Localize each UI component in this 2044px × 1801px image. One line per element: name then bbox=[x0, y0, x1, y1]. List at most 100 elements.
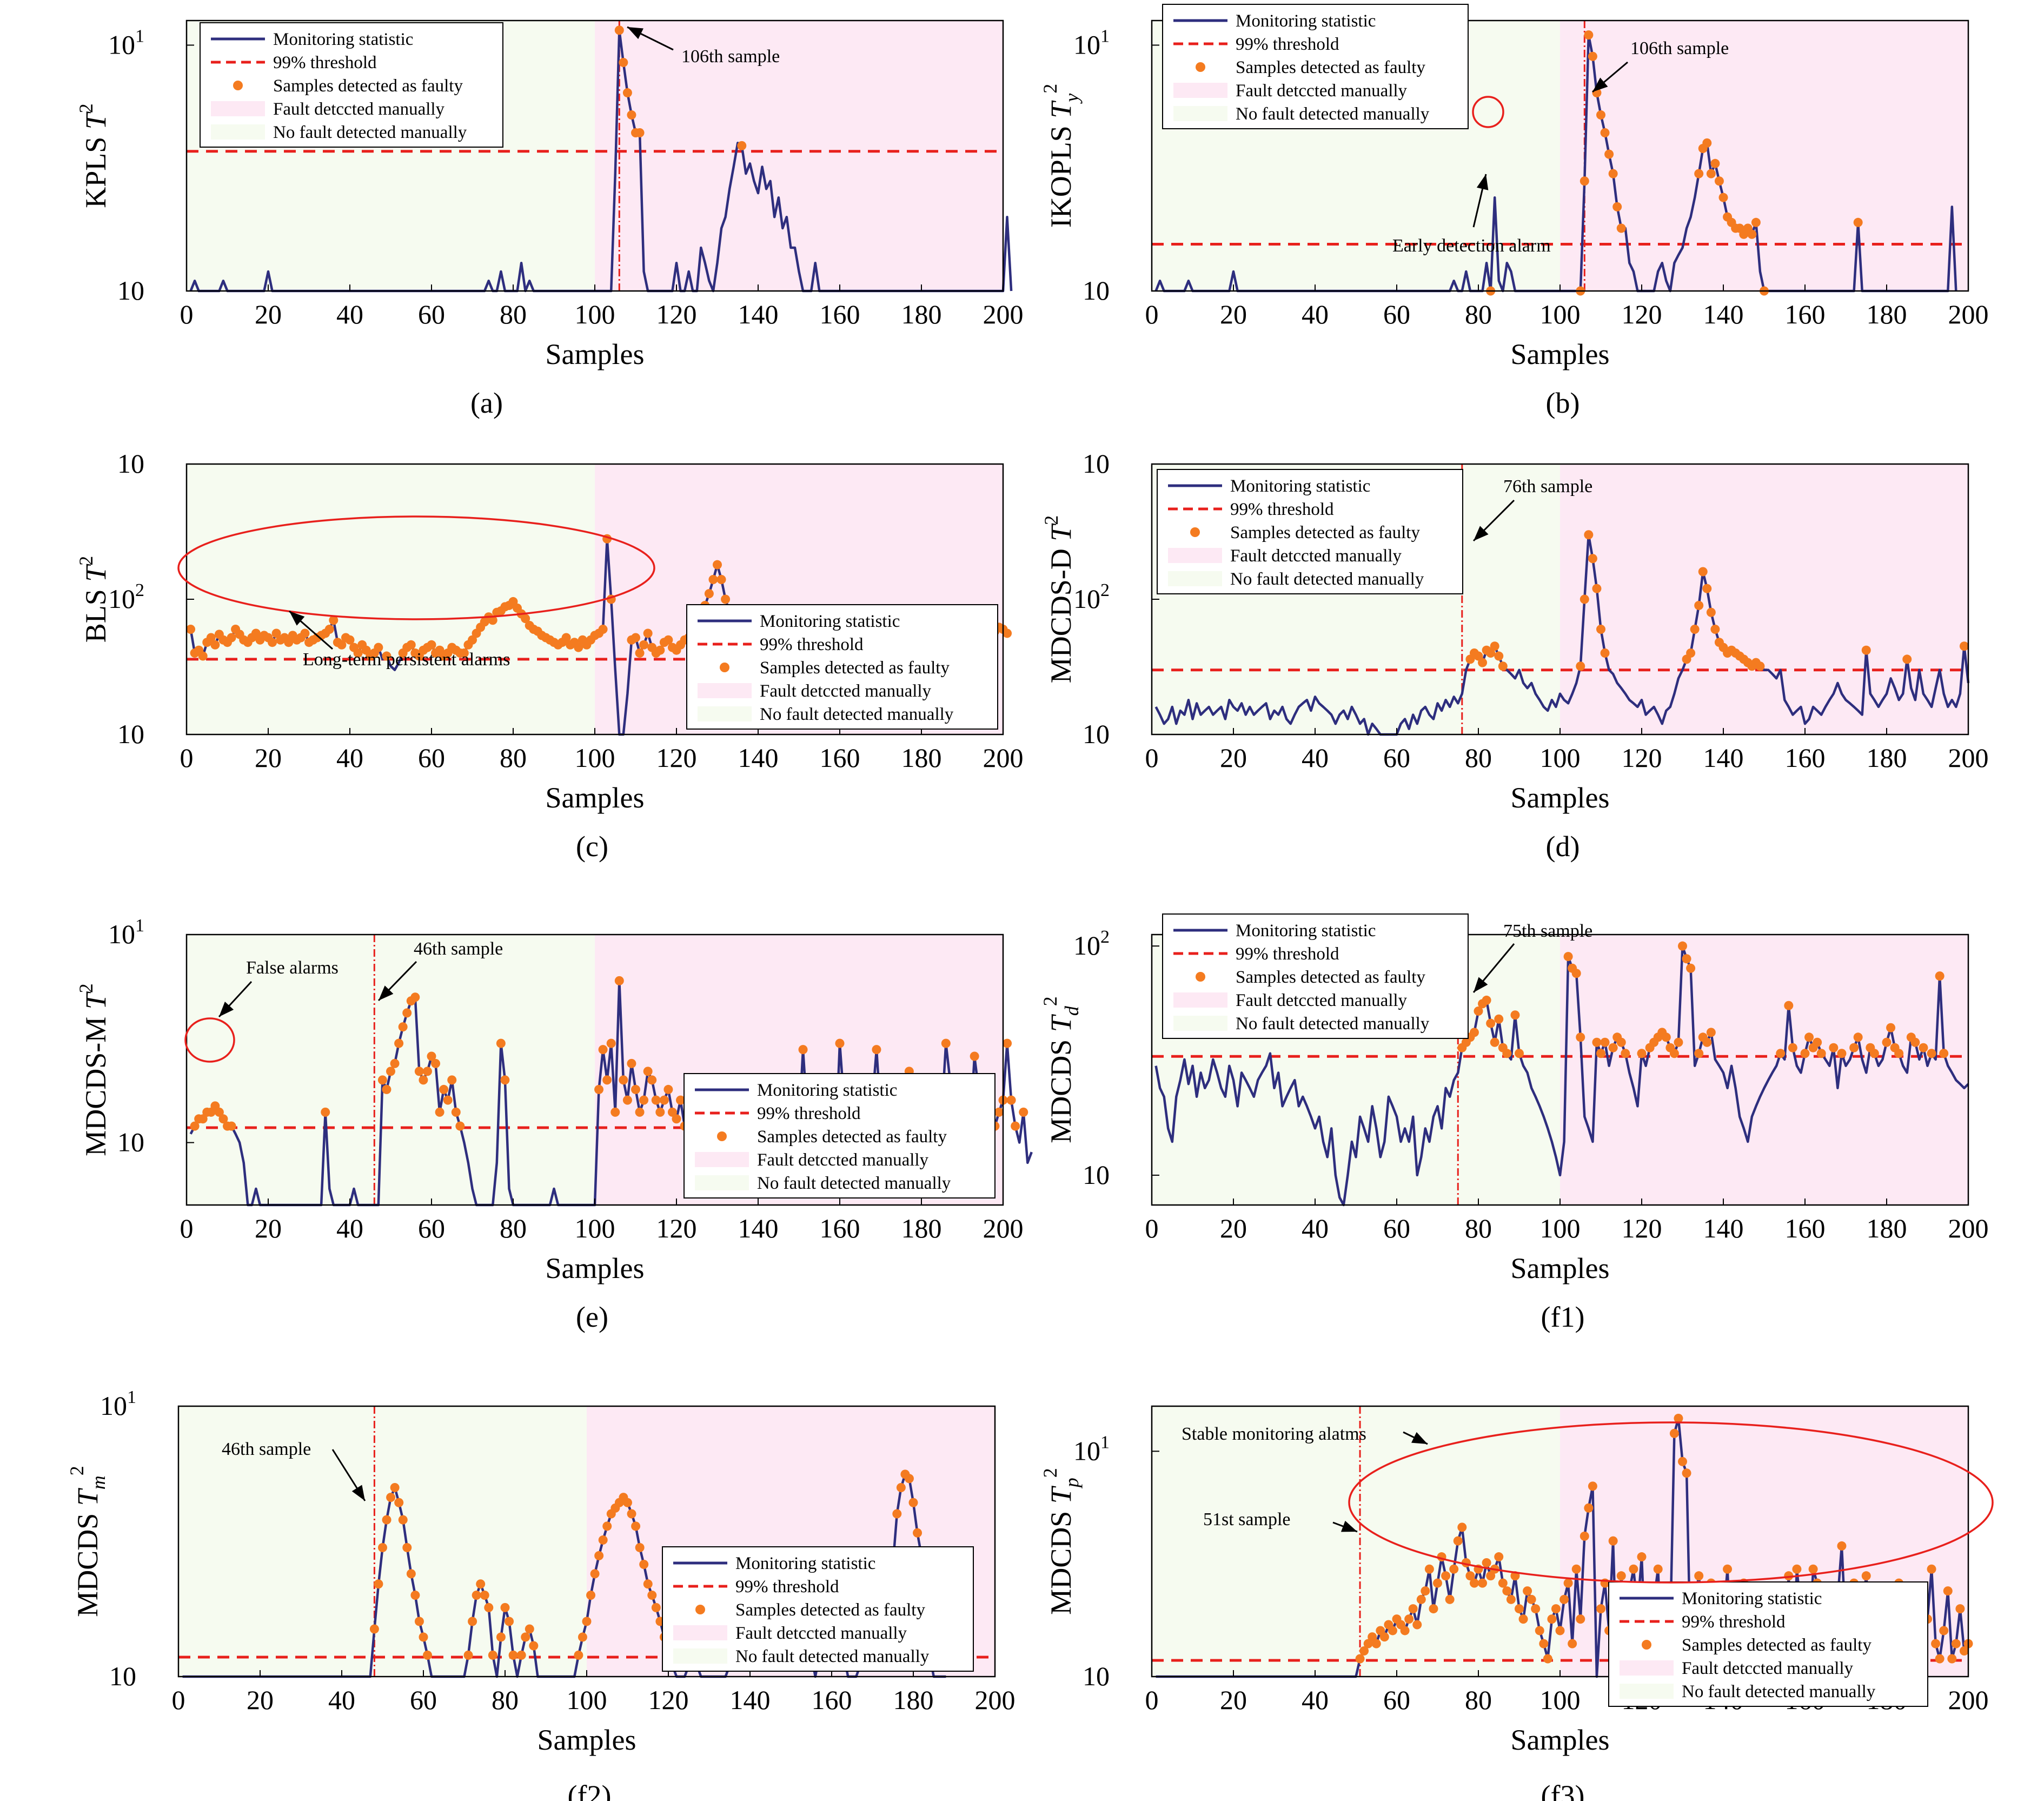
faulty-point bbox=[598, 1045, 608, 1055]
faulty-point bbox=[619, 1075, 628, 1085]
faulty-point bbox=[521, 614, 530, 624]
faulty-point bbox=[1498, 1578, 1508, 1588]
faulty-point bbox=[251, 628, 261, 638]
panel-caption: (c) bbox=[576, 830, 608, 863]
faulty-point bbox=[500, 1075, 510, 1085]
y-tick-label: 101 bbox=[108, 26, 144, 59]
faulty-point bbox=[451, 1107, 461, 1117]
x-tick-label: 20 bbox=[1220, 1213, 1247, 1243]
legend-label: 99% threshold bbox=[1230, 500, 1334, 519]
legend-swatch-normal bbox=[211, 124, 265, 140]
faulty-point bbox=[590, 1569, 600, 1579]
faulty-point bbox=[1653, 1564, 1663, 1574]
legend-label: Monitoring statistic bbox=[735, 1554, 875, 1573]
legend-swatch-fault bbox=[211, 101, 265, 116]
faulty-point bbox=[516, 1650, 526, 1660]
faulty-point bbox=[1816, 1049, 1826, 1058]
faulty-point bbox=[529, 1641, 539, 1651]
faulty-point bbox=[406, 1569, 416, 1579]
y-axis-title-main: MDCDS bbox=[1045, 1032, 1077, 1143]
faulty-point bbox=[431, 1058, 441, 1068]
x-axis-title: Samples bbox=[1511, 1252, 1610, 1284]
x-tick-label: 60 bbox=[418, 1213, 445, 1243]
faulty-point bbox=[284, 638, 294, 647]
y-tick-label: 10 bbox=[117, 1127, 144, 1157]
faulty-point bbox=[1674, 1413, 1683, 1423]
x-tick-label: 140 bbox=[1703, 1213, 1744, 1243]
faulty-point bbox=[1784, 1571, 1794, 1581]
faulty-point bbox=[1959, 641, 1969, 651]
y-tick-label: 101 bbox=[1073, 1432, 1110, 1466]
faulty-point bbox=[300, 628, 310, 638]
y-axis-title-superscript: 2 bbox=[1039, 996, 1061, 1006]
faulty-point bbox=[721, 594, 731, 604]
faulty-point bbox=[663, 1084, 673, 1094]
faulty-point bbox=[598, 1535, 608, 1545]
faulty-point bbox=[582, 1617, 592, 1626]
faulty-point bbox=[1788, 1043, 1797, 1052]
faulty-point bbox=[1894, 1049, 1904, 1058]
faulty-point bbox=[1563, 952, 1573, 962]
faulty-point bbox=[574, 643, 583, 652]
y-axis-title-symbol: T bbox=[79, 991, 112, 1009]
faulty-point bbox=[1551, 1604, 1561, 1614]
faulty-point bbox=[1853, 217, 1863, 227]
x-axis-title: Samples bbox=[1511, 782, 1610, 814]
faulty-point bbox=[614, 25, 624, 35]
faulty-point bbox=[1424, 1564, 1434, 1574]
faulty-point bbox=[1861, 645, 1871, 655]
faulty-point bbox=[386, 1493, 396, 1502]
faulty-point bbox=[716, 574, 726, 584]
x-tick-label: 0 bbox=[180, 1213, 194, 1243]
y-tick-label: 102 bbox=[1073, 580, 1110, 614]
x-tick-label: 60 bbox=[1383, 299, 1410, 329]
faulty-point bbox=[1686, 963, 1696, 973]
y-axis-title-symbol: T bbox=[71, 1487, 104, 1506]
highlight-circle bbox=[1472, 96, 1504, 128]
x-tick-label: 40 bbox=[336, 743, 363, 773]
x-tick-label: 200 bbox=[1948, 1685, 1989, 1715]
faulty-point bbox=[1445, 1594, 1455, 1604]
x-tick-label: 120 bbox=[656, 299, 697, 329]
y-tick-label: 10 bbox=[1083, 719, 1110, 749]
legend-label: Monitoring statistic bbox=[760, 612, 900, 631]
y-tick-label: 10 bbox=[109, 1661, 136, 1691]
faulty-point bbox=[708, 574, 718, 584]
faulty-point bbox=[439, 1084, 449, 1094]
x-tick-label: 200 bbox=[1948, 299, 1989, 329]
faulty-point bbox=[427, 1051, 436, 1061]
x-tick-label: 100 bbox=[1540, 743, 1581, 773]
faulty-point bbox=[1523, 1586, 1532, 1596]
faulty-point bbox=[1869, 1049, 1879, 1058]
faulty-point bbox=[1882, 1037, 1892, 1047]
legend-label: Fault detccted manually bbox=[273, 100, 445, 119]
legend-label: Samples detected as faulty bbox=[757, 1127, 947, 1147]
x-tick-label: 140 bbox=[1703, 743, 1744, 773]
faulty-point bbox=[1535, 1626, 1544, 1636]
faulty-point bbox=[488, 615, 497, 625]
faulty-point bbox=[459, 648, 469, 658]
y-axis-title-symbol: T bbox=[1045, 100, 1077, 118]
x-tick-label: 160 bbox=[1785, 1213, 1826, 1243]
faulty-point bbox=[1678, 941, 1687, 951]
faulty-point bbox=[1588, 51, 1597, 61]
faulty-point bbox=[1616, 1571, 1626, 1581]
faulty-point bbox=[1580, 176, 1589, 186]
faulty-point bbox=[737, 141, 747, 150]
faulty-point bbox=[394, 1498, 404, 1507]
y-axis-title-superscript: 2 bbox=[66, 1466, 88, 1475]
faulty-point bbox=[1490, 1037, 1499, 1047]
legend: Monitoring statistic 99% threshold Samples… bbox=[1162, 913, 1469, 1039]
y-axis-title-subscript: y bbox=[1061, 94, 1083, 104]
x-tick-label: 120 bbox=[1622, 299, 1662, 329]
faulty-point bbox=[480, 1590, 489, 1600]
faulty-point bbox=[1518, 1614, 1528, 1624]
x-tick-label: 200 bbox=[983, 299, 1024, 329]
x-tick-label: 100 bbox=[1540, 1685, 1581, 1715]
x-tick-label: 40 bbox=[1302, 299, 1329, 329]
x-axis-title: Samples bbox=[1511, 338, 1610, 370]
faulty-point bbox=[1502, 1586, 1512, 1596]
y-axis-title-main: BLS bbox=[79, 582, 112, 643]
legend-swatch-fault bbox=[1173, 83, 1227, 98]
